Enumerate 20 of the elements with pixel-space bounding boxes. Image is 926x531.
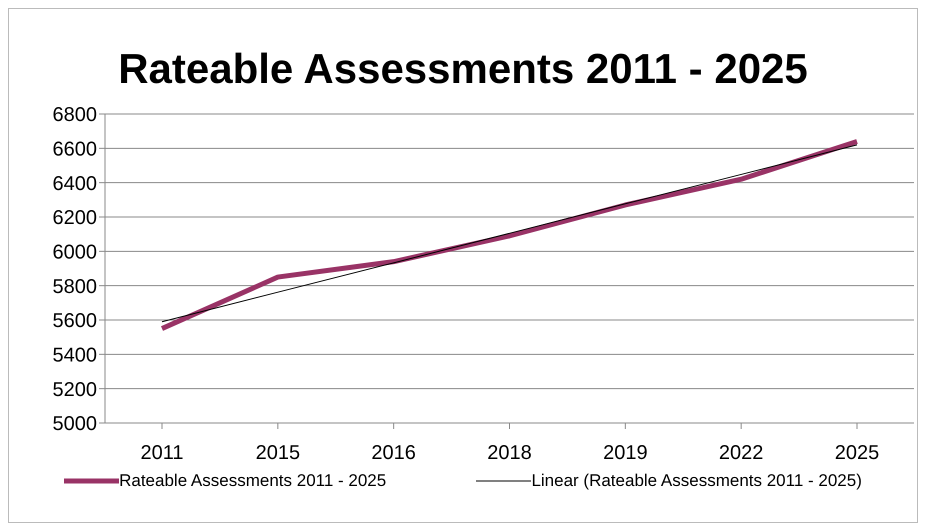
x-tick-label: 2019 [603, 442, 648, 464]
x-tick-label: 2015 [256, 442, 300, 464]
y-tick-label: 5600 [52, 310, 97, 332]
x-tick-label: 2016 [371, 442, 416, 464]
x-tick-label: 2011 [140, 442, 184, 464]
x-tick-label: 2022 [718, 442, 764, 464]
y-tick-label: 6600 [52, 138, 97, 160]
y-tick-label: 6200 [52, 207, 97, 230]
y-tick-label: 5200 [52, 378, 97, 401]
y-tick-label: 6800 [52, 104, 97, 126]
y-tick-label: 6000 [52, 241, 97, 264]
y-tick-label: 5000 [52, 413, 97, 436]
y-tick-label: 5800 [52, 276, 97, 298]
x-tick-label: 2025 [834, 442, 880, 464]
legend-label: Linear (Rateable Assessments 2011 - 2025) [531, 471, 862, 491]
y-tick-label: 5400 [52, 344, 97, 366]
x-tick-label: 2018 [487, 442, 532, 464]
legend-label: Rateable Assessments 2011 - 2025 [119, 471, 386, 491]
chart-title: Rateable Assessments 2011 - 2025 [117, 45, 809, 94]
y-tick-label: 6400 [52, 172, 97, 195]
